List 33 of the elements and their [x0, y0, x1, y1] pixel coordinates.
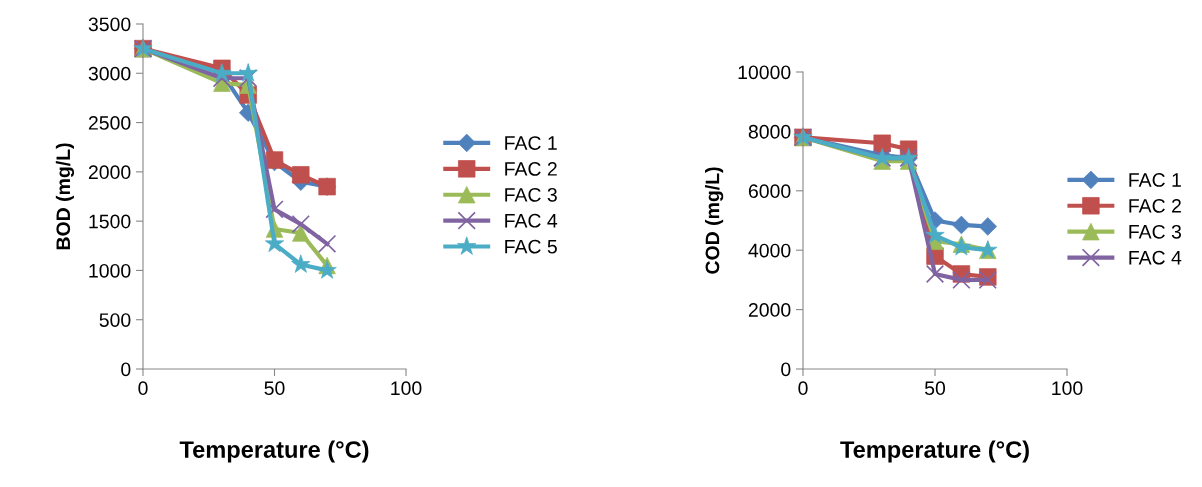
legend-label: FAC 5: [505, 239, 557, 254]
y-tick-label: 0: [781, 362, 791, 377]
legend-label: FAC 4: [505, 213, 558, 228]
x-tick-label: 0: [798, 381, 808, 396]
y-tick-label: 3000: [88, 66, 131, 81]
y-axis-title: BOD (mg/L): [55, 143, 75, 250]
y-tick-label: 0: [121, 362, 131, 377]
y-tick-label: 4000: [748, 243, 791, 258]
y-tick-label: 1000: [89, 263, 131, 278]
y-tick-label: 500: [99, 313, 131, 327]
legend-label: FAC 2: [1129, 199, 1181, 213]
x-tick-label: 50: [924, 381, 946, 396]
legend-label: FAC 3: [1129, 224, 1182, 239]
x-tick-label: 0: [138, 381, 148, 396]
legend-label: FAC 1: [1129, 173, 1181, 187]
legend-label: FAC 3: [505, 187, 557, 202]
legend-label: FAC 4: [1129, 250, 1182, 265]
x-tick-label: 100: [1052, 381, 1083, 396]
y-tick-label: 8000: [748, 124, 791, 139]
y-tick-label: 6000: [748, 184, 791, 199]
x-axis-title: Temperature (°C): [179, 440, 369, 463]
legend-label: FAC 1: [505, 136, 557, 150]
y-tick-label: 2000: [88, 165, 131, 180]
y-tick-label: 10000: [738, 65, 791, 80]
x-axis-title: Temperature (°C): [840, 440, 1029, 463]
y-tick-label: 1500: [89, 214, 131, 229]
y-tick-label: 2500: [88, 116, 131, 130]
y-tick-label: 3500: [88, 17, 131, 32]
y-axis-title: COD (mg/L): [705, 167, 724, 274]
x-tick-label: 50: [264, 381, 285, 396]
x-tick-label: 100: [391, 381, 422, 396]
legend-label: FAC 2: [505, 162, 557, 176]
y-tick-label: 2000: [748, 303, 791, 317]
